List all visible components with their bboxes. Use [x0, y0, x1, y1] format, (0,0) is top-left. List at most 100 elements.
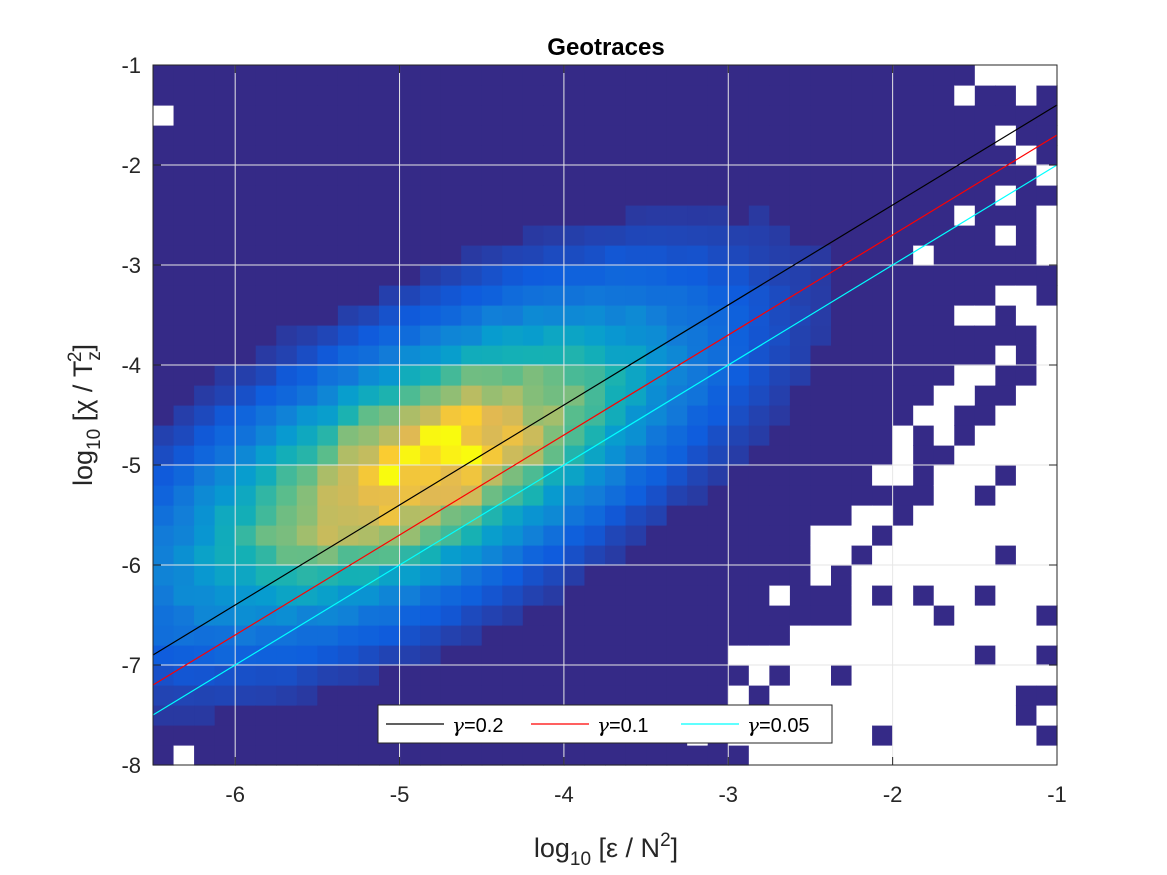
- y-tick-label: -2: [121, 153, 141, 178]
- heatmap-cell: [563, 505, 586, 526]
- heatmap-cell: [666, 745, 688, 766]
- heatmap-cell: [995, 685, 1017, 706]
- heatmap-cell: [933, 665, 955, 686]
- heatmap-cell: [933, 585, 955, 606]
- heatmap-cell: [276, 145, 298, 166]
- heatmap-cell: [255, 65, 277, 86]
- heatmap-cell: [892, 65, 914, 86]
- heatmap-cell: [810, 85, 832, 106]
- heatmap-cell: [789, 585, 812, 606]
- heatmap-cell: [420, 525, 442, 546]
- heatmap-cell: [769, 325, 791, 346]
- heatmap-cell: [440, 185, 462, 206]
- heatmap-cell: [954, 325, 976, 346]
- heatmap-cell: [605, 405, 627, 426]
- heatmap-cell: [563, 65, 586, 86]
- heatmap-cell: [481, 285, 503, 306]
- heatmap-cell: [461, 525, 483, 546]
- heatmap-cell: [769, 265, 791, 286]
- heatmap-cell: [563, 565, 586, 586]
- heatmap-cell: [646, 265, 668, 286]
- heatmap-cell: [584, 185, 606, 206]
- heatmap-cell: [954, 645, 976, 666]
- heatmap-cell: [522, 305, 544, 326]
- heatmap-cell: [995, 265, 1017, 286]
- heatmap-cell: [337, 85, 360, 106]
- heatmap-cell: [543, 425, 565, 446]
- heatmap-cell: [543, 185, 565, 206]
- heatmap-cell: [543, 585, 565, 606]
- heatmap-cell: [687, 425, 709, 446]
- heatmap-cell: [173, 205, 195, 226]
- heatmap-cell: [317, 245, 339, 266]
- heatmap-cell: [399, 305, 421, 326]
- series-line: [152, 104, 1058, 656]
- heatmap-cell: [666, 645, 688, 666]
- heatmap-cell: [646, 405, 668, 426]
- heatmap-cell: [255, 365, 277, 386]
- heatmap-cell: [563, 645, 586, 666]
- heatmap-cell: [214, 385, 236, 406]
- heatmap-cell: [584, 145, 606, 166]
- heatmap-cell: [481, 325, 503, 346]
- heatmap-cell: [584, 505, 606, 526]
- heatmap-cell: [831, 365, 853, 386]
- heatmap-cell: [543, 305, 565, 326]
- heatmap-cell: [748, 565, 770, 586]
- heatmap-cell: [728, 445, 750, 466]
- y-tick-label: -3: [121, 253, 141, 278]
- heatmap-cell: [502, 305, 524, 326]
- heatmap-cell: [872, 345, 894, 366]
- heatmap-cell: [584, 105, 606, 126]
- heatmap-cell: [399, 145, 421, 166]
- heatmap-cell: [153, 665, 175, 686]
- heatmap-cell: [502, 65, 524, 86]
- heatmap-cell: [153, 645, 175, 666]
- heatmap-cell: [748, 365, 770, 386]
- heatmap-cell: [933, 265, 955, 286]
- heatmap-cell: [789, 685, 812, 706]
- heatmap-cell: [461, 305, 483, 326]
- heatmap-cell: [913, 285, 935, 306]
- heatmap-cell: [707, 225, 729, 246]
- heatmap-cell: [995, 105, 1017, 126]
- heatmap-cell: [913, 745, 935, 766]
- heatmap-cell: [769, 405, 791, 426]
- heatmap-cell: [625, 185, 647, 206]
- heatmap-cell: [276, 545, 298, 566]
- heatmap-cell: [974, 485, 996, 506]
- heatmap-cell: [543, 245, 565, 266]
- heatmap-cell: [646, 425, 668, 446]
- heatmap-cell: [276, 705, 298, 726]
- heatmap-cell: [789, 505, 812, 526]
- heatmap-cell: [831, 585, 853, 606]
- heatmap-cell: [913, 645, 935, 666]
- heatmap-cell: [995, 145, 1017, 166]
- heatmap-cell: [933, 205, 955, 226]
- heatmap-cell: [831, 105, 853, 126]
- heatmap-cell: [995, 305, 1017, 326]
- heatmap-cell: [605, 745, 627, 766]
- heatmap-cell: [728, 505, 750, 526]
- heatmap-cell: [892, 145, 914, 166]
- heatmap-cell: [399, 605, 421, 626]
- heatmap-cell: [563, 365, 586, 386]
- legend-box: [377, 704, 833, 744]
- heatmap-cell: [851, 505, 873, 526]
- heatmap-cell: [646, 185, 668, 206]
- heatmap-cell: [913, 185, 935, 206]
- heatmap-cell: [153, 605, 175, 626]
- heatmap-cell: [337, 525, 360, 546]
- heatmap-cell: [522, 425, 544, 446]
- heatmap-cell: [872, 545, 894, 566]
- heatmap-cell: [440, 665, 462, 686]
- heatmap-cell: [153, 425, 175, 446]
- heatmap-cell: [810, 585, 832, 606]
- heatmap-cell: [420, 405, 442, 426]
- heatmap-cell: [337, 225, 360, 246]
- heatmap-cell: [235, 725, 257, 746]
- heatmap-cell: [995, 485, 1017, 506]
- heatmap-cell: [954, 165, 976, 186]
- heatmap-cell: [584, 685, 606, 706]
- heatmap-cell: [296, 165, 318, 186]
